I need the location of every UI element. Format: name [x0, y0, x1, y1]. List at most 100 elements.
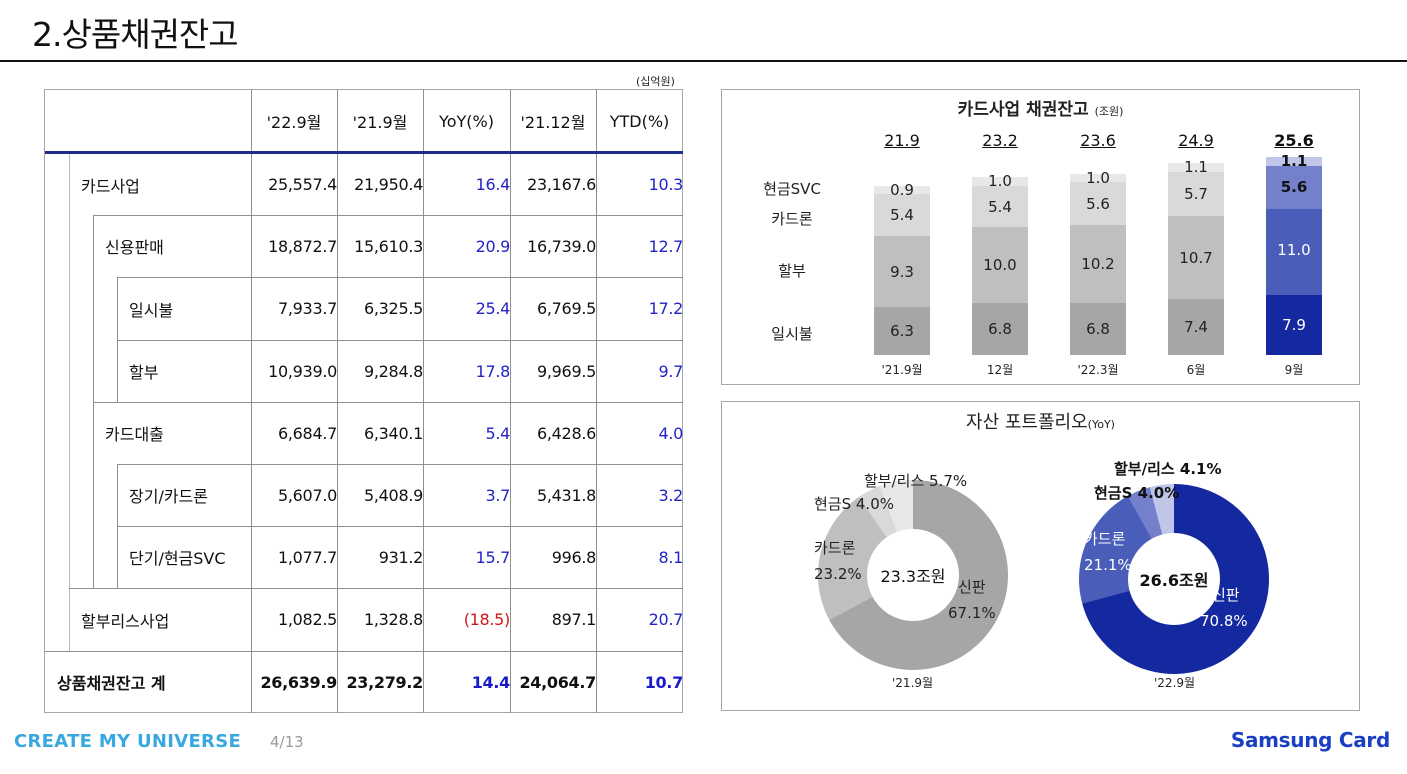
cell-value: 16,739.0: [527, 236, 596, 256]
unit-note: (십억원): [636, 75, 675, 88]
cell-value: 9,284.8: [364, 361, 423, 381]
cell-value: 21,950.4: [354, 175, 423, 194]
seg-installment: 10.7: [1168, 216, 1224, 299]
row-divider: [117, 464, 683, 465]
row-label: 할부리스사업: [81, 611, 170, 631]
seg-cash-svc: 1.1: [1168, 160, 1224, 175]
page-title: 2.상품채권잔고: [32, 15, 239, 54]
cell-value: 18,872.7: [268, 236, 337, 256]
col-divider: [337, 90, 338, 713]
legend-card-loan: 카드론: [771, 210, 813, 228]
label-loan-name: 카드론: [814, 539, 856, 557]
seg-lump-sum: 6.8: [972, 303, 1028, 355]
cell-value: 23,167.6: [527, 175, 596, 194]
pie-chart-title-suffix: (YoY): [1087, 418, 1115, 431]
seg-lump-sum: 6.8: [1070, 303, 1126, 355]
cell-value: 5,607.0: [278, 485, 337, 505]
x-label: 9월: [1284, 363, 1304, 377]
row-label: 할부: [129, 363, 159, 382]
pie-chart-title: 자산 포트폴리오(YoY): [722, 408, 1359, 434]
title-divider: [0, 60, 1407, 62]
label-sales-name: 신판: [958, 578, 986, 596]
row-label: 장기/카드론: [129, 487, 208, 506]
seg-installment: 9.3: [874, 236, 930, 307]
bar-chart-title: 카드사업 채권잔고 (조원): [722, 95, 1359, 120]
card-receivables-bar-chart: 카드사업 채권잔고 (조원) 현금SVC 카드론 할부 일시불 21.9 23.…: [721, 89, 1360, 385]
x-label: 12월: [986, 363, 1014, 377]
label-cash: 현금S 4.0%: [814, 495, 894, 513]
bar-total: 24.9: [1178, 131, 1214, 150]
label-sales-pct: 70.8%: [1200, 612, 1248, 630]
bar-chart-title-text: 카드사업 채권잔고: [957, 100, 1089, 120]
seg-lump-sum: 6.3: [874, 307, 930, 355]
row-label: 카드사업: [81, 176, 140, 196]
bar-22-6: 7.4 10.7 5.7 1.1: [1168, 90, 1224, 390]
seg-card-loan: 5.6: [1070, 182, 1126, 225]
cell-value: 6,340.1: [364, 423, 423, 443]
bar-total: 21.9: [884, 131, 920, 150]
cell-value: 1,082.5: [278, 610, 337, 629]
page-number: 4/13: [270, 733, 304, 751]
bar-22-9: 7.9 11.0 5.6 1.1: [1266, 90, 1322, 390]
cell-value: 6,325.5: [364, 299, 423, 318]
label-sales-pct: 67.1%: [948, 604, 996, 622]
header-cell: '21.12월: [520, 113, 586, 132]
x-label: '21.9월: [892, 676, 934, 690]
bar-total: 23.6: [1080, 131, 1116, 150]
cell-value: 7,933.7: [278, 299, 337, 318]
header-rule: [45, 151, 683, 154]
donut-center-22-9: 26.6조원: [1128, 533, 1220, 625]
label-loan-pct: 21.1%: [1084, 556, 1132, 574]
cell-value: 996.8: [551, 547, 597, 567]
cell-ytd: 8.1: [658, 547, 683, 567]
seg-card-loan: 5.4: [874, 194, 930, 236]
total-value: 24,064.7: [519, 672, 596, 692]
cell-ytd: 20.7: [648, 610, 684, 629]
label-inst-lease: 할부/리스 5.7%: [864, 472, 968, 490]
bar-chart-unit: (조원): [1094, 105, 1124, 118]
header-cell: YoY(%): [439, 111, 494, 131]
seg-cash-svc: 1.1: [1266, 154, 1322, 169]
row-divider: [117, 340, 683, 341]
legend-installment: 할부: [778, 262, 806, 280]
seg-lump-sum: 7.9: [1266, 295, 1322, 355]
x-label: '22.3월: [1077, 363, 1119, 377]
header-cell: '21.9월: [352, 113, 408, 132]
cell-yoy: 5.4: [485, 423, 510, 443]
bar-total-current: 25.6: [1274, 131, 1314, 150]
col-divider: [596, 90, 597, 713]
legend-cash-svc: 현금SVC: [763, 180, 821, 198]
col-divider: [251, 90, 252, 713]
row-divider: [117, 277, 683, 278]
cell-value: 1,328.8: [364, 610, 423, 629]
cell-value: 15,610.3: [354, 236, 423, 256]
cell-ytd: 4.0: [658, 423, 683, 443]
cell-yoy: 25.4: [475, 299, 511, 318]
cell-ytd: 17.2: [648, 299, 684, 318]
seg-cash-svc: 1.0: [972, 174, 1028, 189]
row-divider: [45, 651, 683, 652]
label-loan-pct: 23.2%: [814, 565, 862, 583]
cell-value: 6,428.6: [537, 423, 596, 443]
total-yoy: 14.4: [471, 672, 511, 692]
samsung-card-logo: Samsung Card: [1230, 728, 1390, 752]
total-value: 23,279.2: [346, 672, 423, 692]
cell-value: 931.2: [378, 547, 424, 567]
cell-ytd: 10.3: [648, 175, 684, 194]
header-cell: YTD(%): [609, 111, 670, 131]
cell-value: 897.1: [551, 610, 597, 629]
row-label: 카드대출: [105, 425, 164, 444]
pie-chart-title-text: 자산 포트폴리오: [966, 412, 1088, 433]
cell-ytd: 12.7: [648, 236, 684, 256]
cell-value: 5,431.8: [537, 485, 596, 505]
cell-yoy: 17.8: [475, 361, 511, 381]
cell-value: 5,408.9: [364, 485, 423, 505]
label-inst-lease: 할부/리스 4.1%: [1114, 460, 1222, 478]
bar-total: 23.2: [982, 131, 1018, 150]
cell-value: 10,939.0: [268, 361, 337, 381]
seg-installment: 11.0: [1266, 209, 1322, 295]
seg-cash-svc: 0.9: [874, 183, 930, 198]
row-label: 신용판매: [105, 238, 164, 257]
cell-value: 6,769.5: [537, 299, 596, 318]
row-label: 단기/현금SVC: [129, 549, 226, 568]
